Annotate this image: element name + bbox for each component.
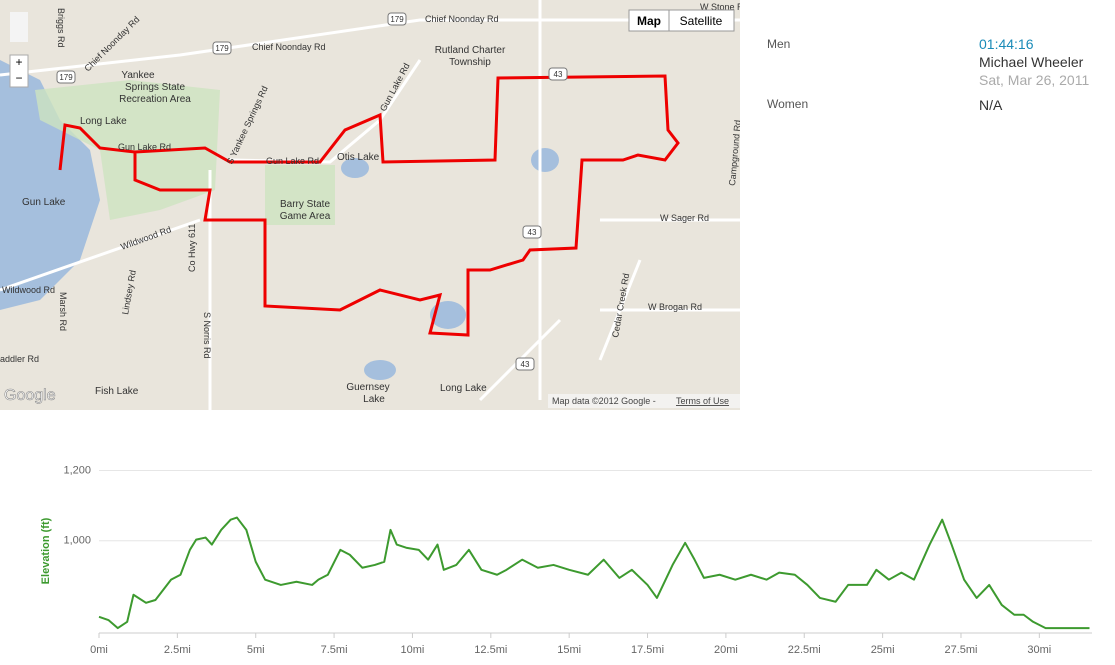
y-axis-title: Elevation (ft) bbox=[40, 517, 52, 584]
road-label: W Sager Rd bbox=[660, 213, 709, 223]
place-label: Rutland Charter bbox=[435, 45, 506, 56]
road-label: S Norris Rd bbox=[202, 312, 212, 359]
x-tick-label: 22.5mi bbox=[788, 644, 821, 656]
y-tick-label: 1,200 bbox=[63, 464, 91, 476]
attribution-bg bbox=[548, 394, 740, 408]
road-label: Wildwood Rd bbox=[2, 285, 55, 295]
place-label: Otis Lake bbox=[337, 152, 380, 163]
shield-label: 179 bbox=[59, 73, 73, 82]
park bbox=[265, 165, 335, 225]
place-label: Guernsey bbox=[346, 382, 389, 393]
shield-label: 43 bbox=[528, 228, 537, 237]
record-date: Sat, Mar 26, 2011 bbox=[979, 72, 1090, 88]
lake bbox=[531, 148, 559, 172]
x-tick-label: 30mi bbox=[1027, 644, 1051, 656]
x-tick-label: 2.5mi bbox=[164, 644, 191, 656]
road-label: Chief Noonday Rd bbox=[425, 14, 499, 24]
zoom-out[interactable]: − bbox=[15, 71, 22, 85]
google-logo: Google bbox=[4, 387, 56, 404]
road-label: Marsh Rd bbox=[58, 292, 68, 331]
x-tick-label: 15mi bbox=[557, 644, 581, 656]
place-label: Long Lake bbox=[80, 116, 127, 127]
place-label: Springs State bbox=[125, 82, 185, 93]
zoom-control: + − bbox=[9, 12, 29, 88]
shield-label: 179 bbox=[390, 15, 404, 24]
satellite-button-label[interactable]: Satellite bbox=[680, 14, 723, 28]
road-label: addler Rd bbox=[0, 354, 39, 364]
shield-label: 179 bbox=[215, 44, 229, 53]
road-label: W Stone Rd bbox=[700, 2, 740, 12]
x-tick-label: 25mi bbox=[871, 644, 895, 656]
category-label: Men bbox=[767, 37, 791, 51]
athlete-name[interactable]: Michael Wheeler bbox=[979, 54, 1084, 70]
x-tick-label: 10mi bbox=[401, 644, 425, 656]
terms-link[interactable]: Terms of Use bbox=[676, 396, 729, 406]
zoom-in[interactable]: + bbox=[15, 55, 22, 69]
record-time: N/A bbox=[979, 97, 1003, 113]
road-label: Gun Lake Rd bbox=[266, 156, 319, 166]
x-tick-label: 7.5mi bbox=[321, 644, 348, 656]
place-label: Barry State bbox=[280, 199, 330, 210]
shield-label: 43 bbox=[521, 360, 530, 369]
road-label: Briggs Rd bbox=[56, 8, 66, 48]
place-label: Lake bbox=[363, 394, 385, 405]
lake bbox=[364, 360, 396, 380]
place-label: Long Lake bbox=[440, 383, 487, 394]
lake bbox=[430, 301, 466, 329]
place-label: Game Area bbox=[280, 211, 331, 222]
place-label: Recreation Area bbox=[119, 94, 191, 105]
x-tick-label: 5mi bbox=[247, 644, 265, 656]
record-time[interactable]: 01:44:16 bbox=[979, 36, 1034, 52]
map: Chief Noonday Rd Chief Noonday Rd Chief … bbox=[0, 0, 740, 410]
x-tick-label: 12.5mi bbox=[474, 644, 507, 656]
zoom-buttons[interactable] bbox=[9, 54, 29, 88]
x-tick-label: 27.5mi bbox=[944, 644, 977, 656]
x-tick-label: 20mi bbox=[714, 644, 738, 656]
map-type-control: Map Satellite bbox=[628, 9, 735, 32]
place-label: Yankee bbox=[121, 70, 155, 81]
x-tick-label: 17.5mi bbox=[631, 644, 664, 656]
map-button-label[interactable]: Map bbox=[637, 14, 661, 28]
x-tick-label: 0mi bbox=[90, 644, 108, 656]
road-label: Chief Noonday Rd bbox=[252, 42, 326, 52]
shield-label: 43 bbox=[554, 70, 563, 79]
place-label: Fish Lake bbox=[95, 386, 139, 397]
category-label: Women bbox=[767, 97, 809, 111]
road-label: Co Hwy 611 bbox=[187, 224, 197, 272]
y-tick-label: 1,000 bbox=[63, 535, 91, 547]
elevation-chart: Elevation (ft) 1,000 1,200 0mi 2.5mi 5mi 7.5m… bbox=[40, 464, 1092, 656]
place-label: Township bbox=[449, 57, 491, 68]
elevation-line bbox=[98, 516, 1090, 630]
satellite-button[interactable] bbox=[668, 9, 735, 32]
lake bbox=[0, 60, 100, 310]
road-label: W Brogan Rd bbox=[648, 302, 702, 312]
pegman[interactable] bbox=[10, 12, 28, 42]
attribution: Map data ©2012 Google - bbox=[552, 396, 656, 406]
place-label: Gun Lake bbox=[22, 197, 66, 208]
lake bbox=[341, 158, 369, 178]
route bbox=[58, 74, 680, 337]
highway-shields: 179 179 179 43 43 43 bbox=[56, 12, 568, 371]
road-label: Gun Lake Rd bbox=[118, 142, 171, 152]
